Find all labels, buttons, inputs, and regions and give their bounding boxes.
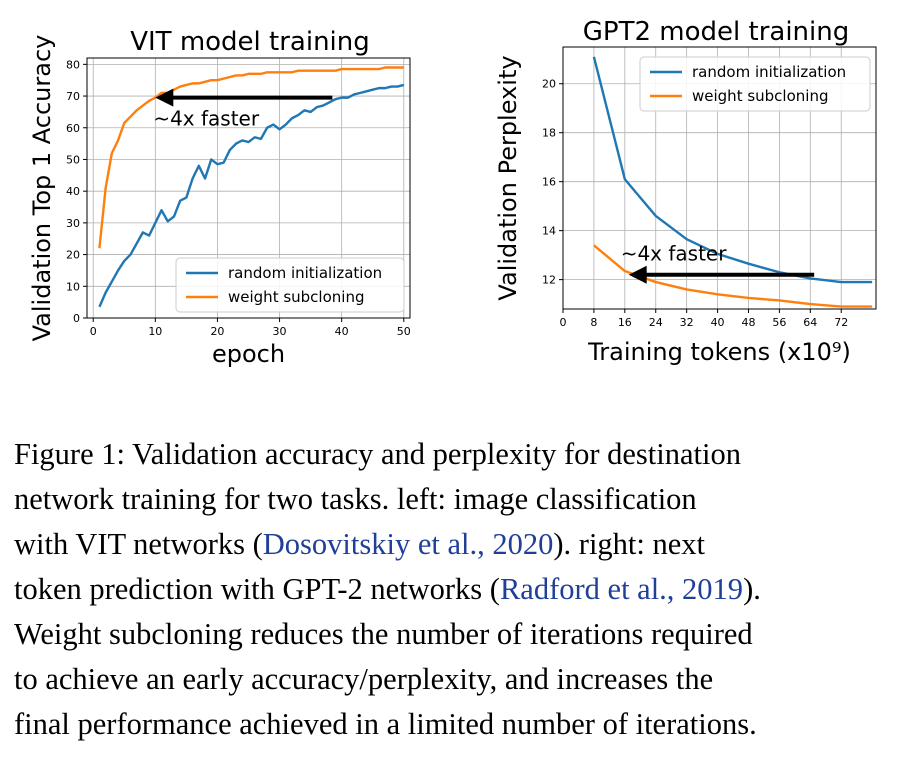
citation-link[interactable]: Radford et al., 2019 xyxy=(499,572,744,606)
caption-line: network training for two tasks. left: im… xyxy=(14,477,904,522)
caption-line: final performance achieved in a limited … xyxy=(14,702,904,747)
x-axis-label: epoch xyxy=(212,340,285,368)
y-tick-label: 70 xyxy=(66,90,80,103)
y-tick-label: 0 xyxy=(73,312,80,325)
chart-1: 0 10 20 30 40 50 0 10 20 30 40 50 60 70 80 ~4x faster ra… xyxy=(28,27,411,368)
caption-text: Figure 1: Validation accuracy and perple… xyxy=(14,437,741,471)
x-tick-label: 16 xyxy=(618,316,632,329)
annotation-text: ~4x faster xyxy=(153,107,260,131)
y-tick-label: 50 xyxy=(66,153,80,166)
x-tick-label: 0 xyxy=(90,325,97,338)
y-tick-label: 12 xyxy=(542,274,556,287)
y-axis-label: Validation Top 1 Accuracy xyxy=(28,35,56,342)
caption-text: network training for two tasks. left: im… xyxy=(14,482,697,516)
annotation-text: ~4x faster xyxy=(621,242,728,266)
caption-text: ). right: next xyxy=(553,527,705,561)
y-tick-label: 10 xyxy=(66,280,80,293)
y-tick-label: 40 xyxy=(66,185,80,198)
x-tick-label: 50 xyxy=(397,325,411,338)
x-tick-label: 20 xyxy=(210,325,224,338)
x-tick-label: 40 xyxy=(335,325,349,338)
annotation-arrowhead xyxy=(628,265,647,284)
legend-box xyxy=(639,56,871,112)
x-tick-label: 24 xyxy=(649,316,663,329)
chart-title: GPT2 model training xyxy=(583,17,849,47)
caption-text: final performance achieved in a limited … xyxy=(14,707,757,741)
x-tick-label: 64 xyxy=(803,316,817,329)
y-tick-label: 14 xyxy=(542,225,556,238)
x-axis-label: Training tokens (x10⁹) xyxy=(587,338,851,366)
y-tick-label: 16 xyxy=(542,176,556,189)
y-axis-label: Validation Perplexity xyxy=(494,55,522,300)
x-tick-label: 30 xyxy=(273,325,287,338)
legend-label: random initialization xyxy=(228,264,382,282)
x-tick-label: 48 xyxy=(741,316,755,329)
y-tick-label: 20 xyxy=(542,78,556,91)
legend-label: weight subcloning xyxy=(692,87,828,105)
plot-frame xyxy=(86,57,411,319)
series-line-random-initialization xyxy=(592,56,873,284)
chart-2: 0 8 16 24 32 40 48 56 64 72 12 14 16 18 20 ~4x faster ra… xyxy=(494,17,877,366)
x-tick-label: 0 xyxy=(560,316,567,329)
x-tick-label: 40 xyxy=(711,316,725,329)
x-tick-label: 56 xyxy=(772,316,786,329)
caption-line: Weight subcloning reduces the number of … xyxy=(14,612,904,657)
caption-text: Weight subcloning reduces the number of … xyxy=(14,617,753,651)
y-tick-label: 30 xyxy=(66,217,80,230)
legend-label: weight subcloning xyxy=(228,288,364,306)
caption-line: Figure 1: Validation accuracy and perple… xyxy=(14,432,904,477)
legend-box xyxy=(175,257,405,313)
citation-link[interactable]: Dosovitskiy et al., 2020 xyxy=(262,527,554,561)
annotation-arrowhead xyxy=(155,88,174,107)
caption-line: with VIT networks (Dosovitskiy et al., 2… xyxy=(14,522,904,567)
plot-frame xyxy=(562,46,877,310)
caption-text: with VIT networks ( xyxy=(14,527,263,561)
x-tick-label: 32 xyxy=(680,316,694,329)
caption-text: ). xyxy=(743,572,761,606)
chart-title: VIT model training xyxy=(130,27,370,57)
y-tick-label: 60 xyxy=(66,122,80,135)
x-tick-label: 10 xyxy=(148,325,162,338)
caption-text: token prediction with GPT-2 networks ( xyxy=(14,572,500,606)
figure-caption: Figure 1: Validation accuracy and perple… xyxy=(14,432,904,747)
legend-label: random initialization xyxy=(692,63,846,81)
y-tick-label: 80 xyxy=(66,58,80,71)
series-line-weight-subcloning xyxy=(98,66,404,249)
caption-line: to achieve an early accuracy/perplexity,… xyxy=(14,657,904,702)
y-tick-label: 20 xyxy=(66,249,80,262)
y-tick-label: 18 xyxy=(542,127,556,140)
caption-text: to achieve an early accuracy/perplexity,… xyxy=(14,662,714,696)
caption-line: token prediction with GPT-2 networks (Ra… xyxy=(14,567,904,612)
series-line-random-initialization xyxy=(98,83,405,308)
x-tick-label: 72 xyxy=(834,316,848,329)
x-tick-label: 8 xyxy=(590,316,597,329)
